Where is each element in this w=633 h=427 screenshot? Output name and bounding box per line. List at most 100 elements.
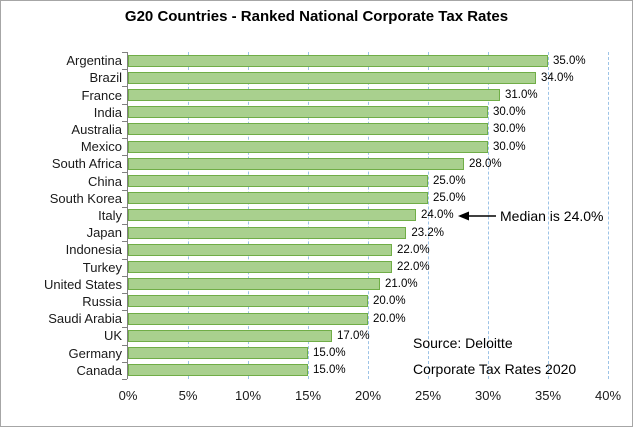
x-axis-label-30%: 30% [474,388,502,403]
median-annotation: Median is 24.0% [458,208,604,224]
bar [128,295,368,308]
bar-value-label: 28.0% [469,157,502,170]
y-axis-tick [122,310,127,312]
category-label-india: India [93,104,122,120]
bar [128,347,308,360]
category-label-italy: Italy [98,207,122,223]
bar-value-label: 35.0% [553,54,586,67]
bar-row-uk: 17.0% [128,327,608,344]
bar [128,192,428,205]
bar [128,123,488,136]
y-axis-tick [122,344,127,346]
y-axis-tick [122,258,127,260]
bar-row-china: 25.0% [128,172,608,189]
bar-value-label: 20.0% [373,295,406,308]
x-axis-label-15%: 15% [294,388,322,403]
bar-row-brazil: 34.0% [128,69,608,86]
source-note: Source: Deloitte Corporate Tax Rates 202… [413,330,576,382]
bar-row-russia: 20.0% [128,293,608,310]
bar-row-france: 31.0% [128,86,608,103]
category-axis: Argentina Brazil France India Australia Mexic… [1,52,122,379]
x-axis-label-20%: 20% [354,388,382,403]
bar-value-label: 17.0% [337,329,370,342]
category-label-australia: Australia [71,121,122,137]
category-label-saudi-arabia: Saudi Arabia [48,311,122,327]
bar-row-south-africa: 28.0% [128,155,608,172]
bar [128,54,548,67]
bar [128,329,332,342]
plot-area: 35.0% 34.0% 31.0% 30.0% 30.0% 30.0% 28.0% 25.0%… [122,52,609,382]
category-label-mexico: Mexico [80,139,122,155]
gridline-40 [608,52,609,379]
bar-value-label: 22.0% [397,243,430,256]
bar-value-label: 30.0% [493,140,526,153]
category-label-brazil: Brazil [89,70,122,86]
bar [128,226,407,239]
category-label-south-africa: South Africa [51,156,122,172]
x-axis-label-25%: 25% [414,388,442,403]
bar [128,261,392,274]
category-label-uk: UK [103,328,122,344]
y-axis-tick [122,120,127,122]
bar-value-label: 24.0% [421,209,454,222]
category-label-canada: Canada [76,362,122,378]
category-label-south-korea: South Korea [49,190,122,206]
bar-value-label: 22.0% [397,261,430,274]
y-axis-tick [122,189,127,191]
bar-value-label: 25.0% [433,175,466,188]
y-axis-tick [122,138,127,140]
chart-title: G20 Countries - Ranked National Corporat… [124,8,509,25]
category-label-argentina: Argentina [66,53,122,69]
y-axis-tick [122,361,127,363]
y-axis-tick [122,327,127,329]
bar-value-label: 20.0% [373,312,406,325]
bar [128,106,488,119]
bar-value-label: 15.0% [313,364,346,377]
y-axis-tick [122,241,127,243]
bar-value-label: 30.0% [493,123,526,136]
left-arrow-icon [458,211,496,220]
x-axis-label-35%: 35% [534,388,562,403]
gridline-35 [548,52,549,379]
bar-row-united-states: 21.0% [128,276,608,293]
y-axis-tick [122,103,127,105]
bar [128,175,428,188]
bar-value-label: 15.0% [313,347,346,360]
category-label-japan: Japan [86,225,122,241]
bar [128,278,380,291]
bar-row-japan: 23.2% [128,224,608,241]
bar [128,364,308,377]
bar-row-mexico: 30.0% [128,138,608,155]
bar-row-argentina: 35.0% [128,52,608,69]
y-axis-tick [122,52,127,53]
bar-value-label: 23.2% [411,226,444,239]
bar [128,312,368,325]
y-axis-tick [122,69,127,71]
category-label-russia: Russia [82,293,122,309]
y-axis-tick [122,224,127,226]
category-label-united-states: United States [43,276,122,292]
bar [128,89,500,101]
bar-value-label: 21.0% [385,278,418,291]
x-axis-label-0%: 0% [118,388,138,403]
bar-value-label: 30.0% [493,106,526,119]
x-axis-label-40%: 40% [594,388,622,403]
x-axis-label-10%: 10% [234,388,262,403]
category-label-germany: Germany [68,345,122,361]
category-label-china: China [88,173,122,189]
bar [128,243,392,256]
y-axis-tick [122,86,127,88]
bar-row-turkey: 22.0% [128,258,608,275]
category-label-france: France [81,87,122,103]
median-annotation-text: Median is 24.0% [500,207,604,224]
bar-row-india: 30.0% [128,104,608,121]
bar-row-indonesia: 22.0% [128,241,608,258]
y-axis-tick [122,155,127,157]
bar-value-label: 31.0% [505,89,538,101]
category-label-turkey: Turkey [82,259,122,275]
category-label-indonesia: Indonesia [65,242,122,258]
y-axis-tick [122,292,127,294]
bar [128,157,464,170]
bar [128,140,488,153]
